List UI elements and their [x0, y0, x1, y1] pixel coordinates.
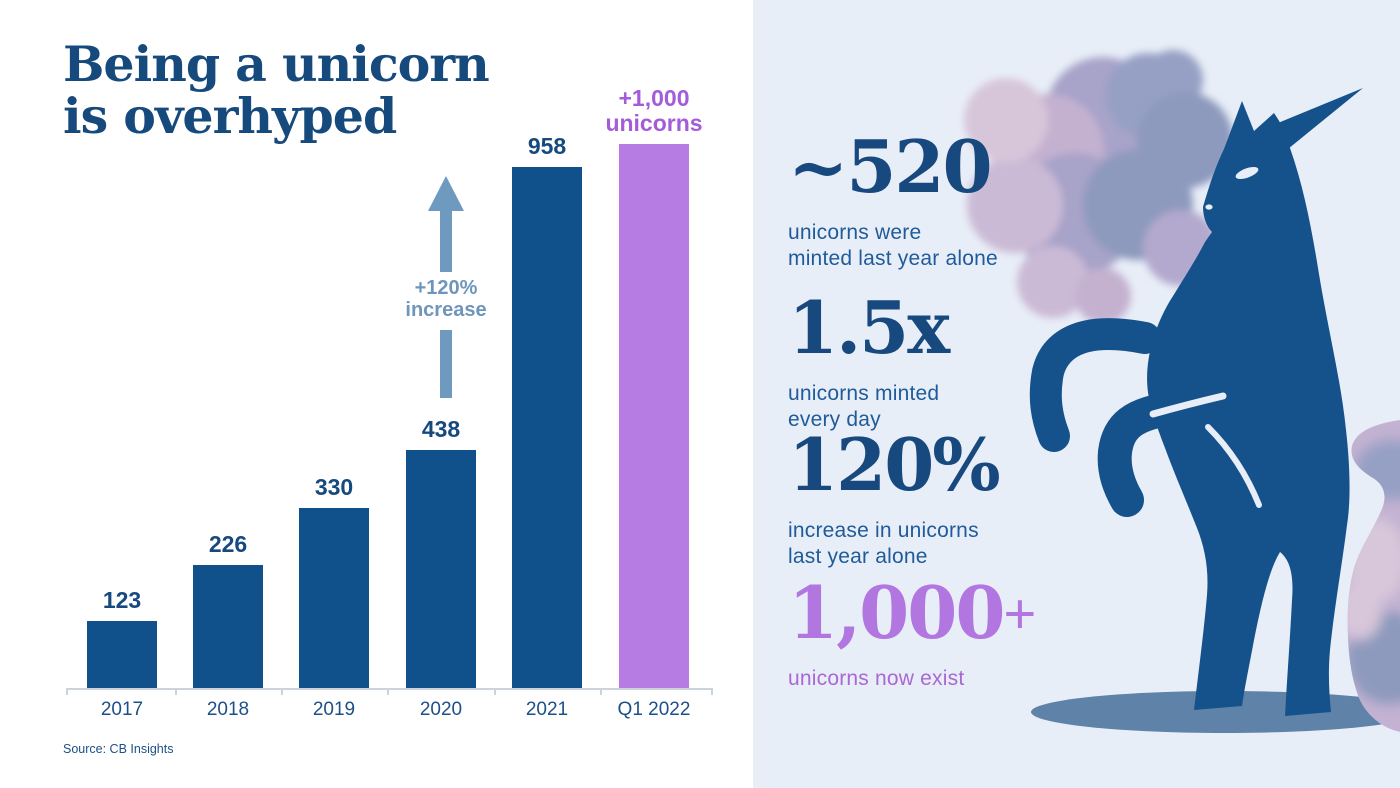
- axis-tick: [281, 688, 283, 695]
- arrow-shaft: [440, 209, 452, 272]
- axis-tick: [387, 688, 389, 695]
- stat-number: 120%: [788, 422, 1001, 507]
- bar-2020: [406, 450, 476, 688]
- bar-value-label: 438: [421, 416, 461, 442]
- bar-2019: [299, 508, 369, 688]
- unicorn-eye: [1235, 167, 1259, 179]
- source-credit: Source: CB Insights: [63, 742, 174, 756]
- bar-Q1 2022: [619, 144, 689, 688]
- bar-value-label: 958: [527, 133, 567, 159]
- page-title-line1: Being a unicorn: [63, 35, 490, 93]
- bar-2018: [193, 565, 263, 688]
- axis-line: [66, 688, 712, 690]
- page-title-line2: is overhyped: [63, 87, 397, 145]
- stat-caption: unicorns now exist: [788, 667, 965, 690]
- stat-number: 1.5x: [788, 285, 950, 370]
- unicorn-torso: [1147, 101, 1350, 716]
- bar-2021: [512, 167, 582, 688]
- stats-panel: ~520 unicorns were minted last year alone…: [753, 0, 1400, 788]
- stat-yearly-increase: 120% increase in unicorns last year alone: [788, 422, 1001, 570]
- unicorn-details: [1149, 167, 1262, 508]
- unicorn-front-leg-far: [1029, 318, 1161, 452]
- bar-2017: [87, 621, 157, 688]
- stat-caption: unicorns were minted last year alone: [788, 221, 998, 270]
- unicorn-nostril: [1205, 204, 1213, 210]
- stat-number: ~520: [788, 124, 993, 209]
- arrow-shaft: [440, 330, 452, 398]
- arrow-up-icon: [428, 176, 464, 211]
- axis-tick: [711, 688, 713, 695]
- belly-thigh-gap: [1205, 424, 1262, 508]
- unicorn-body: [1029, 88, 1363, 716]
- bar-value-label: 226: [208, 531, 248, 557]
- unicorn-front-leg-near: [1097, 391, 1196, 517]
- axis-tick: [175, 688, 177, 695]
- bar-value-label: 123: [102, 587, 142, 613]
- stat-caption: increase in unicorns last year alone: [788, 519, 979, 568]
- stat-total-unicorns: 1,000+ unicorns now exist: [788, 576, 1036, 692]
- axis-tick-label: 2017: [100, 699, 144, 720]
- axis-tick-label: 2020: [419, 699, 463, 720]
- unicorn-illustration: [964, 50, 1400, 733]
- bar-chart: +120% increase 123 2017 226 2018 330 2019 438 2…: [66, 85, 713, 720]
- chest-leg-gap: [1149, 392, 1227, 418]
- axis-tick-label: 2018: [206, 699, 250, 720]
- bar-value-label: 330: [314, 474, 354, 500]
- axis-tick: [600, 688, 602, 695]
- stat-caption: unicorns minted every day: [788, 382, 940, 431]
- page-title: Being a unicorn is overhyped: [63, 35, 490, 145]
- increase-annotation: +120% increase: [405, 277, 487, 321]
- axis-tick: [494, 688, 496, 695]
- chart-panel: Being a unicorn is overhyped +120% incre…: [63, 35, 713, 756]
- mane-cloud: [964, 50, 1233, 324]
- axis-tick-label: 2021: [525, 699, 569, 720]
- stat-number: 1,000+: [788, 570, 1037, 655]
- axis-tick-label: Q1 2022: [617, 699, 691, 720]
- axis-tick-label: 2019: [312, 699, 356, 720]
- axis-tick: [66, 688, 68, 695]
- stat-minted-per-day: 1.5x unicorns minted every day: [788, 285, 950, 433]
- stat-minted-last-year: ~520 unicorns were minted last year alone: [788, 130, 998, 272]
- bar-value-label: +1,000 unicorns: [605, 85, 703, 136]
